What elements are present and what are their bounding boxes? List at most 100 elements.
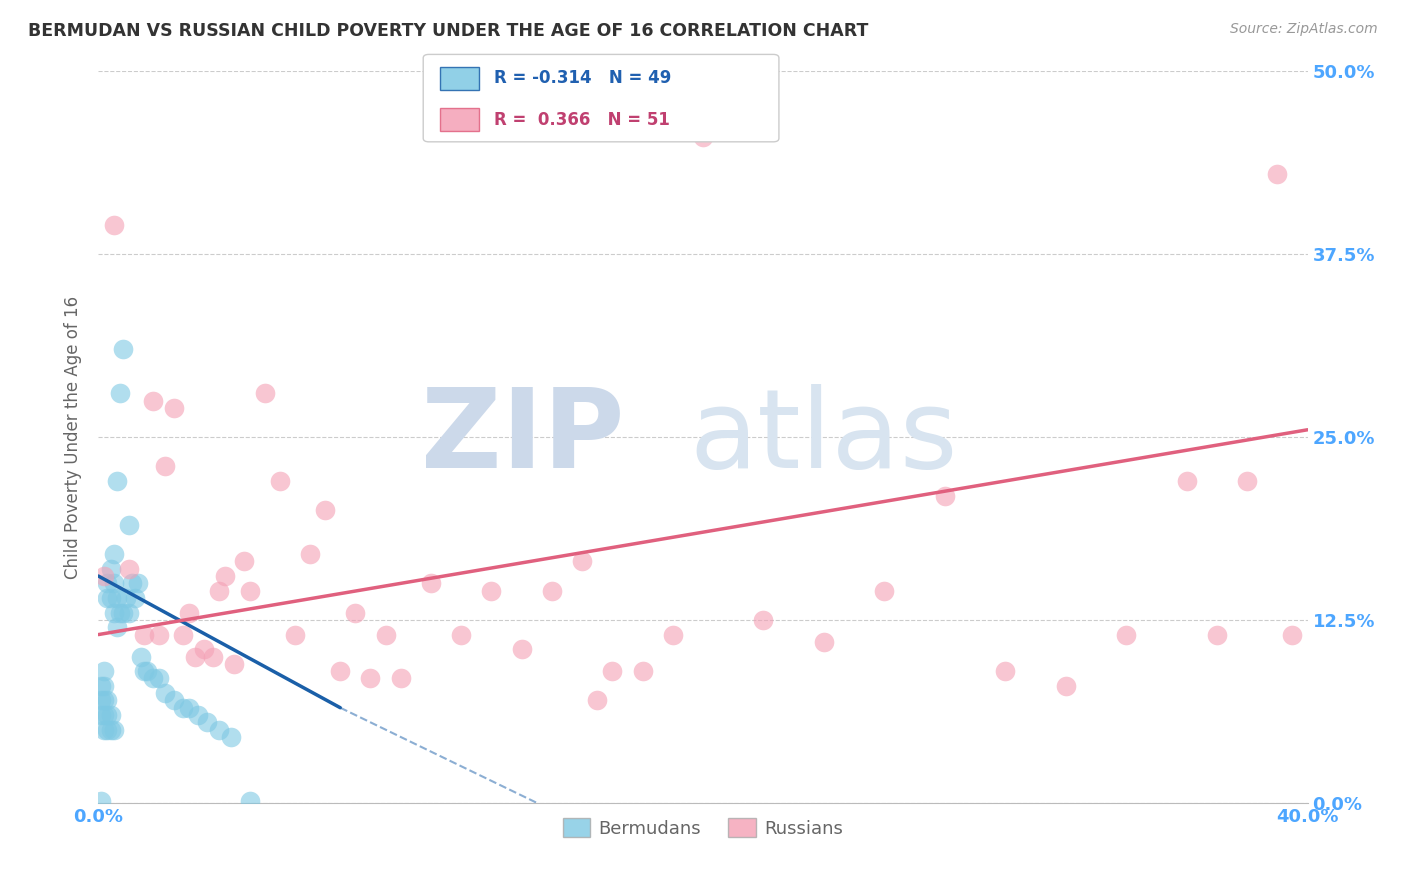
Point xyxy=(284,627,307,641)
Point xyxy=(118,562,141,576)
Point xyxy=(1236,474,1258,488)
Point xyxy=(96,591,118,605)
Point xyxy=(90,708,112,723)
Point xyxy=(93,693,115,707)
Text: ZIP: ZIP xyxy=(420,384,624,491)
Point xyxy=(269,474,291,488)
Point xyxy=(93,708,115,723)
Point xyxy=(602,664,624,678)
Point xyxy=(127,576,149,591)
Point xyxy=(100,723,122,737)
Point xyxy=(103,218,125,232)
Point xyxy=(96,708,118,723)
Point xyxy=(148,627,170,641)
Point xyxy=(184,649,207,664)
Point xyxy=(299,547,322,561)
Point xyxy=(142,672,165,686)
Point xyxy=(90,679,112,693)
Point xyxy=(132,664,155,678)
Point xyxy=(124,591,146,605)
Point xyxy=(193,642,215,657)
Point xyxy=(111,343,134,357)
Point xyxy=(450,627,472,641)
Point xyxy=(253,386,276,401)
Point xyxy=(510,642,533,657)
Point xyxy=(148,672,170,686)
Point xyxy=(1115,627,1137,641)
Point xyxy=(314,503,336,517)
Point xyxy=(179,606,201,620)
Point xyxy=(187,708,209,723)
Point xyxy=(93,569,115,583)
Point xyxy=(121,576,143,591)
Point xyxy=(631,664,654,678)
Point xyxy=(105,620,128,634)
Point xyxy=(221,730,243,744)
Point xyxy=(96,693,118,707)
Point xyxy=(571,554,593,568)
Point xyxy=(142,393,165,408)
Point xyxy=(1206,627,1229,641)
Point xyxy=(586,693,609,707)
Point xyxy=(93,723,115,737)
Point xyxy=(100,591,122,605)
Point xyxy=(103,606,125,620)
Point xyxy=(994,664,1017,678)
Point xyxy=(481,583,503,598)
Point xyxy=(118,517,141,532)
Point xyxy=(202,649,225,664)
Point xyxy=(1281,627,1303,641)
Point xyxy=(360,672,382,686)
Point xyxy=(214,569,236,583)
Point xyxy=(90,693,112,707)
Point xyxy=(374,627,396,641)
Point xyxy=(93,664,115,678)
Point xyxy=(752,613,775,627)
Point xyxy=(118,606,141,620)
Point xyxy=(105,474,128,488)
Point xyxy=(103,723,125,737)
Point xyxy=(129,649,152,664)
Point xyxy=(661,627,683,641)
Point xyxy=(172,700,194,714)
Point xyxy=(100,562,122,576)
Point xyxy=(111,606,134,620)
Point xyxy=(96,576,118,591)
Y-axis label: Child Poverty Under the Age of 16: Child Poverty Under the Age of 16 xyxy=(63,295,82,579)
Point xyxy=(1267,167,1289,181)
Point xyxy=(114,591,136,605)
Point xyxy=(179,700,201,714)
Point xyxy=(103,547,125,561)
Point xyxy=(208,723,231,737)
Point xyxy=(100,708,122,723)
Point xyxy=(132,627,155,641)
Point xyxy=(90,794,112,808)
Point xyxy=(239,794,262,808)
Point xyxy=(232,554,254,568)
Point xyxy=(873,583,896,598)
Point xyxy=(96,723,118,737)
Point xyxy=(934,489,956,503)
Point xyxy=(135,664,157,678)
Text: Source: ZipAtlas.com: Source: ZipAtlas.com xyxy=(1230,22,1378,37)
Point xyxy=(692,130,714,145)
Point xyxy=(389,672,412,686)
Point xyxy=(195,715,218,730)
Point xyxy=(420,576,443,591)
Text: R =  0.366   N = 51: R = 0.366 N = 51 xyxy=(494,111,669,128)
Point xyxy=(344,606,367,620)
Point xyxy=(172,627,194,641)
Point xyxy=(153,459,176,474)
Point xyxy=(1175,474,1198,488)
Point xyxy=(103,576,125,591)
Point xyxy=(93,679,115,693)
Point xyxy=(163,693,186,707)
Legend: Bermudans, Russians: Bermudans, Russians xyxy=(555,811,851,845)
Text: atlas: atlas xyxy=(690,384,957,491)
Point xyxy=(540,583,562,598)
Point xyxy=(224,657,246,671)
Point xyxy=(329,664,352,678)
Point xyxy=(239,583,262,598)
Point xyxy=(1054,679,1077,693)
Text: R = -0.314   N = 49: R = -0.314 N = 49 xyxy=(494,70,671,87)
